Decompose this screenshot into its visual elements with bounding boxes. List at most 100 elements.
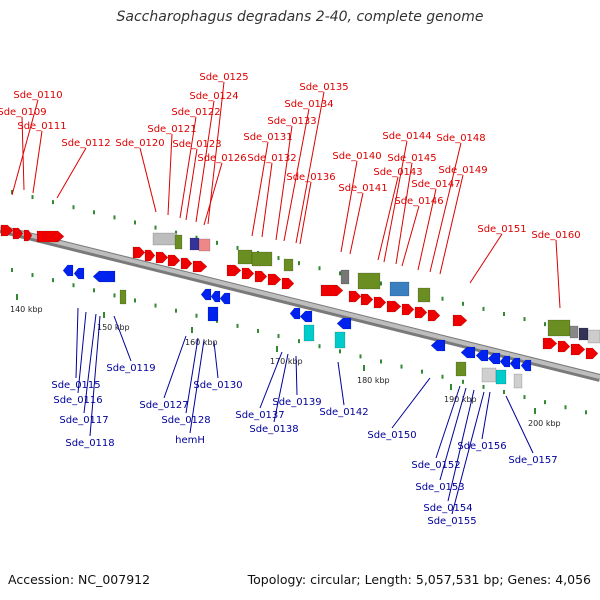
ruler-label: 150 kbp [97,323,130,332]
minus-gene-label: Sde_0119 [106,363,155,374]
plus-gene-label: Sde_0132 [247,153,296,164]
plus-gene-label: Sde_0136 [286,172,335,183]
plus-gene-label: Sde_0147 [411,179,460,190]
plus-gene-label: Sde_0133 [267,116,316,127]
minus-gene-label-leader [259,351,283,409]
plus-gene-label-leader [283,108,310,242]
minus-gene-label: Sde_0115 [51,380,100,391]
plus-gene [414,306,428,319]
minus-gene-label: Sde_0157 [508,455,557,466]
minus-gene-label: Sde_0127 [139,400,188,411]
minus-gene [487,352,501,365]
feature-box [174,234,183,250]
feature-box [481,367,497,383]
map-title: Saccharophagus degradans 2-40, complete … [116,9,484,25]
plus-gene [0,224,14,237]
plus-gene-label: Sde_0140 [332,151,381,162]
plus-gene-label-leader [299,181,312,245]
plus-gene [570,343,586,356]
plus-gene-label: Sde_0151 [477,224,526,235]
plus-gene [401,303,415,316]
plus-gene-label-leader [439,174,464,275]
feature-box [455,361,467,377]
plus-gene-label: Sde_0148 [436,133,485,144]
plus-gene-label: Sde_0144 [382,131,431,142]
minus-gene-label-leader [89,315,101,437]
plus-gene [427,309,441,322]
plus-gene-label-leader [261,162,273,238]
plus-gene-label-leader [417,188,437,271]
plus-gene [585,347,599,360]
minus-gene-label: Sde_0156 [457,441,506,452]
minus-gene-label: Sde_0130 [193,380,242,391]
minus-gene [520,359,532,372]
minus-gene [509,357,521,370]
plus-gene-label-leader [555,239,561,309]
minus-gene [210,290,221,303]
minus-gene [460,346,476,359]
feature-box [495,369,507,385]
plus-gene-label-leader [469,233,503,284]
minus-gene-label-leader [435,385,461,459]
plus-gene-label: Sde_0143 [373,167,422,178]
feature-box [587,329,600,344]
plus-gene [373,296,387,309]
plus-gene-label-leader [195,100,215,223]
plus-gene [155,251,169,264]
plus-gene-label: Sde_0111 [17,121,66,132]
plus-gene [23,229,33,242]
feature-box [119,289,127,305]
minus-gene-label: Sde_0154 [423,503,472,514]
minus-gene-label-leader [213,341,219,379]
plus-gene [557,340,571,353]
feature-box [513,373,523,389]
plus-gene [12,227,24,240]
ruler-label: 200 kbp [528,419,561,428]
minus-gene-label: Sde_0139 [272,397,321,408]
minus-gene [289,307,301,320]
plus-gene-label: Sde_0122 [171,107,220,118]
plus-gene-label-leader [395,162,413,265]
minus-gene [219,292,231,305]
plus-gene [348,290,362,303]
plus-gene-label: Sde_0141 [338,183,387,194]
ruler-label: 190 kbp [444,395,477,404]
ruler-label: 140 kbp [10,305,43,314]
minus-gene [207,306,219,322]
minus-gene [200,288,212,301]
plus-gene-label-leader [56,147,87,199]
plus-gene [132,246,146,259]
minus-gene-label-leader [163,335,187,399]
minus-gene-label: Sde_0116 [53,395,102,406]
plus-gene-label: Sde_0146 [394,196,443,207]
accession-label: Accession: NC_007912 [8,572,151,587]
plus-gene-label-leader [179,116,197,219]
minus-gene [336,317,352,330]
feature-box [237,249,253,265]
plus-gene-label-leader [21,116,25,191]
plus-gene-label-leader [32,130,43,194]
minus-gene-label: Sde_0150 [367,430,416,441]
plus-gene-label: Sde_0135 [299,82,348,93]
plus-gene-label-leader [401,205,420,267]
minus-gene [92,270,116,283]
minus-gene-label: Sde_0142 [319,407,368,418]
plus-gene-label: Sde_0109 [0,107,47,118]
ruler-label: 180 kbp [357,376,390,385]
plus-gene-label: Sde_0125 [199,72,248,83]
ruler-label: 160 kbp [185,338,218,347]
plus-gene [320,284,344,297]
minus-gene [73,267,85,280]
plus-gene [360,293,374,306]
feature-box [547,319,571,337]
plus-gene-label-leader [11,99,39,196]
minus-gene-label-leader [337,361,345,406]
plus-gene-label: Sde_0110 [13,90,62,101]
plus-gene-label-leader [383,140,408,263]
plus-gene [281,277,295,290]
plus-gene-label: Sde_0160 [531,230,580,241]
minus-gene-label-leader [447,389,475,502]
minus-gene-label: Sde_0155 [427,516,476,527]
minus-gene-label-leader [481,391,491,440]
